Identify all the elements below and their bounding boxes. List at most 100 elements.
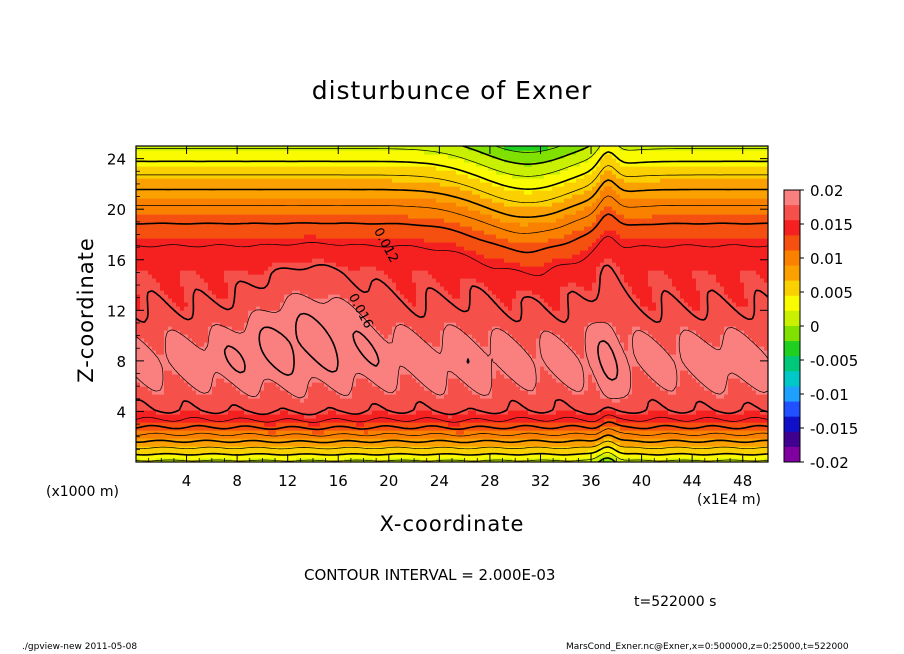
field-cell [232,378,237,383]
field-cell [304,414,309,419]
field-cell [196,422,201,427]
field-cell [316,382,321,387]
field-cell [148,422,153,427]
field-cell [644,434,649,439]
field-cell [588,354,593,359]
field-cell [244,338,249,343]
field-cell [720,354,725,359]
field-cell [732,454,737,459]
field-cell [548,406,553,411]
field-cell [468,446,473,451]
field-cell [532,442,537,447]
field-cell [448,438,453,443]
field-cell [492,362,497,367]
field-cell [380,350,385,355]
field-cell [588,458,593,462]
field-cell [516,410,521,415]
field-cell [744,454,749,459]
field-cell [528,410,533,415]
field-cell [724,346,729,351]
field-cell [636,398,641,403]
field-cell [148,426,153,431]
field-cell [196,374,201,379]
field-cell [328,450,333,455]
field-cell [152,430,157,435]
field-cell [360,398,365,403]
field-cell [204,398,209,403]
field-cell [240,334,245,339]
field-cell [276,422,281,427]
field-cell [548,338,553,343]
field-cell [576,386,581,391]
field-cell [308,398,313,403]
field-cell [480,434,485,439]
field-cell [136,402,141,407]
field-cell [444,442,449,447]
field-cell [636,422,641,427]
field-cell [280,354,285,359]
field-cell [228,454,233,459]
field-cell [520,398,525,403]
field-cell [272,378,277,383]
field-cell [216,362,221,367]
field-cell [684,422,689,427]
field-cell [348,382,353,387]
field-cell [476,334,481,339]
field-cell [444,450,449,455]
field-cell [140,338,145,343]
field-cell [732,442,737,447]
field-cell [240,394,245,399]
field-cell [244,422,249,427]
field-cell [472,414,477,419]
field-cell [552,362,557,367]
field-cell [420,346,425,351]
field-cell [248,402,253,407]
field-cell [420,350,425,355]
field-cell [564,406,569,411]
field-cell [696,438,701,443]
field-cell [508,410,513,415]
field-cell [548,366,553,371]
field-cell [140,438,145,443]
field-cell [352,366,357,371]
field-cell [248,378,253,383]
field-cell [212,346,217,351]
field-cell [332,338,337,343]
field-cell [384,398,389,403]
field-cell [668,350,673,355]
field-cell [488,374,493,379]
field-cell [360,346,365,351]
field-cell [308,334,313,339]
field-cell [416,334,421,339]
field-cell [764,398,768,403]
field-cell [308,446,313,451]
field-cell [584,354,589,359]
field-cell [704,358,709,363]
field-cell [444,414,449,419]
field-cell [740,442,745,447]
field-cell [236,406,241,411]
field-cell [732,434,737,439]
field-cell [216,358,221,363]
field-cell [684,450,689,455]
field-cell [588,434,593,439]
field-cell [324,338,329,343]
field-cell [216,450,221,455]
field-cell [676,362,681,367]
field-cell [648,390,653,395]
field-cell [284,442,289,447]
field-cell [524,442,529,447]
field-cell [432,414,437,419]
field-cell [456,438,461,443]
field-cell [172,346,177,351]
field-cell [168,366,173,371]
field-cell [236,434,241,439]
field-cell [696,354,701,359]
field-cell [300,334,305,339]
field-cell [696,414,701,419]
field-cell [444,342,449,347]
field-cell [488,426,493,431]
field-cell [196,366,201,371]
field-cell [648,442,653,447]
field-cell [708,434,713,439]
